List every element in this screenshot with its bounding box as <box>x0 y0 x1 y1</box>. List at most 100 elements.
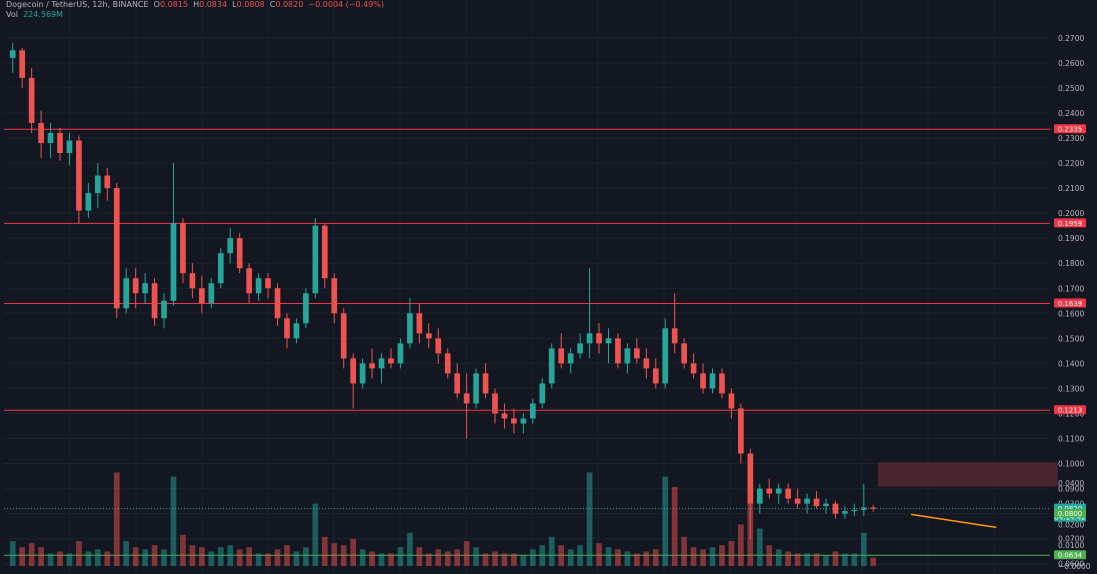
candle-body <box>756 488 763 504</box>
candle-body <box>407 313 413 344</box>
candle-body <box>303 293 309 324</box>
candle-body <box>132 278 139 294</box>
price-axis[interactable]: 0.2700 0.2600 0.2500 0.2400 0.2300 0.2200 0.21… <box>1058 34 1091 571</box>
volume-bar <box>596 543 602 566</box>
volume-bar <box>719 545 725 566</box>
candle-body <box>530 403 536 419</box>
volume-bar <box>766 545 773 566</box>
price-tick-label: 0.1500 <box>1058 334 1084 343</box>
volume-bar <box>47 553 54 566</box>
volume-bar <box>340 545 347 566</box>
candle-body <box>719 373 725 394</box>
candle-body <box>709 373 716 389</box>
volume-bar <box>217 547 224 566</box>
volume-bar <box>123 541 130 566</box>
open-value: 0.0815 <box>159 0 188 9</box>
candle-body <box>482 373 489 394</box>
candle-body <box>435 338 442 354</box>
candle-body <box>851 509 858 512</box>
volume-bar <box>350 538 356 566</box>
candle-body <box>454 373 461 394</box>
volume-bar <box>199 547 205 566</box>
candle-body <box>331 278 338 314</box>
price-tick-label: 0.2100 <box>1058 184 1084 193</box>
candle-body <box>227 238 234 254</box>
volume-bar <box>57 551 63 566</box>
volume-bar <box>728 541 735 566</box>
volume-tick-label: 0.0100 <box>1058 541 1084 550</box>
candle-body <box>85 193 92 211</box>
volume-bar <box>756 528 763 566</box>
candle-body <box>775 488 782 494</box>
candle-body <box>539 383 546 404</box>
candle-body <box>615 338 621 364</box>
volume-bar <box>785 551 791 566</box>
volume-bar <box>312 503 319 566</box>
candle-body <box>312 225 319 294</box>
volume-bar <box>511 553 517 566</box>
volume-bar <box>9 541 16 566</box>
volume-bar <box>492 551 498 566</box>
candle-body <box>596 333 602 344</box>
volume-bar <box>85 551 92 566</box>
candle-body <box>738 408 744 454</box>
volume-bar <box>425 553 432 566</box>
candle-body <box>634 348 640 359</box>
volume-bar <box>19 547 26 566</box>
candle-body <box>47 132 54 143</box>
candle-body <box>369 363 375 369</box>
candle-body <box>38 122 44 143</box>
resistance-label: 0.1639 <box>1058 300 1083 308</box>
candle-body <box>274 288 281 319</box>
candle-body <box>501 413 508 419</box>
price-tick-label: 0.0600 <box>1058 560 1084 569</box>
candle-body <box>425 333 432 339</box>
volume-bar <box>444 551 451 566</box>
candle-body <box>652 368 659 384</box>
candle-body <box>57 132 63 154</box>
change-value: −0.0004 (−0.49%) <box>308 0 385 9</box>
resistance-label-bg <box>1054 405 1086 415</box>
candle-body <box>161 300 167 319</box>
volume-bar <box>397 547 404 566</box>
price-tick-label: 0.2400 <box>1058 109 1084 118</box>
candlesticks <box>9 42 877 539</box>
chart-grid <box>4 0 1050 574</box>
volume-bar <box>369 551 375 566</box>
candle-body <box>236 238 243 269</box>
horizontal-levels <box>4 128 1050 556</box>
candle-body <box>605 338 612 344</box>
volume-bar <box>66 553 73 566</box>
candle-body <box>95 175 101 194</box>
candle-body <box>473 373 479 404</box>
candle-body <box>180 223 186 274</box>
resistance-label-bg <box>1054 124 1086 134</box>
candle-body <box>690 363 697 374</box>
volume-bar <box>255 553 262 566</box>
volume-bar <box>303 547 309 566</box>
candle-body <box>19 50 26 78</box>
high-value: 0.0834 <box>199 0 228 9</box>
volume-bar <box>671 486 678 566</box>
candle-body <box>766 488 773 494</box>
volume-bar <box>482 553 489 566</box>
volume-bar <box>454 549 461 566</box>
volume-bar <box>652 549 659 566</box>
volume-bar <box>132 547 139 566</box>
volume-bars <box>9 472 877 566</box>
volume-bar <box>407 532 413 566</box>
volume-bar <box>274 549 281 566</box>
candle-body <box>794 498 801 504</box>
trendline[interactable] <box>910 513 997 529</box>
volume-bar <box>208 551 215 566</box>
candle-body <box>643 358 650 369</box>
candle-body <box>586 333 593 344</box>
volume-value: 224.569M <box>23 10 64 19</box>
price-tick-label: 0.1000 <box>1058 460 1084 469</box>
candle-body <box>9 50 16 58</box>
volume-bar <box>180 534 186 566</box>
candle-body <box>66 140 73 154</box>
volume-bar <box>813 553 820 566</box>
volume-tick-label: 0.0400 <box>1058 479 1084 488</box>
